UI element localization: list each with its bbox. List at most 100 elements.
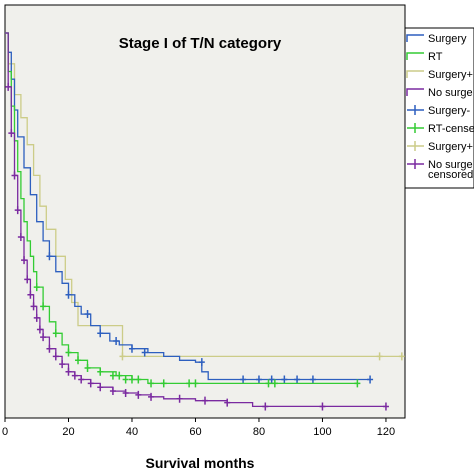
censor-mark-1-5 xyxy=(128,344,135,353)
x-tick-label-4: 80 xyxy=(253,426,265,438)
censor-mark-3-0 xyxy=(5,82,12,91)
censor-mark-3-23 xyxy=(148,392,155,401)
legend-label-0: Surgery xyxy=(428,33,467,45)
legend: Surgery RT Surgery+ No surge Surgery- RT-cens… xyxy=(404,27,474,189)
censor-mark-0-0 xyxy=(119,352,126,361)
legend-swatch-2 xyxy=(406,70,424,78)
censor-mark-2-10 xyxy=(128,375,135,384)
censor-mark-3-7 xyxy=(27,290,34,299)
x-tick-label-3: 60 xyxy=(189,426,201,438)
legend-box xyxy=(404,27,474,189)
censor-mark-3-21 xyxy=(122,388,129,397)
censor-mark-2-17 xyxy=(271,379,278,388)
censor-mark-1-4 xyxy=(113,337,120,345)
x-axis: 0 20 40 60 80 100 120 xyxy=(2,418,395,438)
legend-item-2: Surgery+ xyxy=(406,69,473,81)
censor-mark-1-8 xyxy=(240,375,247,384)
legend-label-7: No surge xyxy=(428,159,473,171)
legend-swatch-0 xyxy=(406,34,424,42)
series-line-1 xyxy=(5,32,371,381)
censor-mark-3-10 xyxy=(36,325,43,334)
censor-mark-3-14 xyxy=(59,360,66,369)
legend-label-4: Surgery- xyxy=(428,105,471,117)
censor-mark-3-18 xyxy=(87,379,94,388)
legend-label-5: RT-cense xyxy=(428,123,474,135)
censor-mark-1-1 xyxy=(65,290,72,299)
censor-mark-3-3 xyxy=(14,206,21,215)
legend-item-1: RT xyxy=(406,51,443,63)
chart-title: Stage I of T/N category xyxy=(119,35,282,52)
censor-mark-3-16 xyxy=(71,371,78,380)
censor-mark-3-24 xyxy=(176,394,183,403)
x-tick-label-6: 120 xyxy=(377,426,395,438)
legend-swatch-1 xyxy=(406,52,424,60)
censor-mark-3-25 xyxy=(202,396,208,405)
legend-swatch-7 xyxy=(407,159,424,169)
legend-swatch-4 xyxy=(407,105,424,115)
censor-mark-3-5 xyxy=(21,256,28,265)
x-tick-label-2: 40 xyxy=(126,426,138,438)
legend-label-6: Surgery+ xyxy=(428,141,473,153)
x-axis-label: Survival months xyxy=(146,455,255,471)
censor-mark-3-15 xyxy=(65,367,72,376)
censor-mark-1-11 xyxy=(281,375,288,384)
censor-mark-2-7 xyxy=(109,371,116,380)
censor-mark-2-11 xyxy=(135,375,142,384)
censor-mark-0-2 xyxy=(398,352,405,361)
censor-mark-3-6 xyxy=(24,275,31,284)
censor-mark-2-14 xyxy=(186,379,193,388)
censor-mark-1-9 xyxy=(255,375,262,384)
censor-mark-2-8 xyxy=(116,371,123,380)
censor-mark-3-22 xyxy=(135,390,142,399)
censor-mark-3-2 xyxy=(11,171,18,180)
censor-mark-3-29 xyxy=(382,402,389,411)
censor-mark-2-4 xyxy=(75,356,82,365)
x-tick-label-1: 20 xyxy=(62,426,74,438)
legend-label-2: Surgery+ xyxy=(428,69,473,81)
legend-item-6: Surgery+ xyxy=(407,141,473,153)
legend-label-3: No surge xyxy=(428,87,473,99)
censor-mark-2-15 xyxy=(192,379,199,388)
legend-swatch-3 xyxy=(406,88,424,96)
censor-mark-3-19 xyxy=(97,383,104,392)
censor-mark-3-20 xyxy=(109,387,116,396)
censor-mark-1-10 xyxy=(268,375,275,384)
censor-mark-2-16 xyxy=(265,379,272,388)
censor-mark-1-13 xyxy=(309,375,316,384)
censor-mark-2-3 xyxy=(65,348,72,357)
legend-item-4: Surgery- xyxy=(407,105,471,117)
censor-mark-3-13 xyxy=(52,352,59,361)
censor-mark-3-12 xyxy=(46,344,53,353)
series-line-0 xyxy=(5,32,402,358)
censor-mark-2-9 xyxy=(122,375,129,384)
censor-mark-1-2 xyxy=(84,310,91,319)
series-line-3 xyxy=(5,32,386,408)
censor-mark-1-0 xyxy=(46,252,53,261)
censor-mark-1-14 xyxy=(367,375,374,384)
censor-mark-2-5 xyxy=(84,363,91,372)
legend-swatch-5 xyxy=(407,123,424,133)
censor-mark-3-4 xyxy=(17,233,24,242)
legend-item-3: No surge xyxy=(406,87,473,99)
censor-mark-2-13 xyxy=(160,379,167,388)
censor-mark-2-18 xyxy=(354,379,361,388)
censor-mark-3-1 xyxy=(8,129,15,138)
censor-mark-1-12 xyxy=(294,375,301,384)
censor-mark-3-9 xyxy=(33,313,40,322)
censor-mark-2-1 xyxy=(40,302,47,311)
series-layer xyxy=(5,32,405,411)
censor-mark-3-17 xyxy=(78,375,85,384)
censor-mark-2-12 xyxy=(148,379,155,388)
censor-mark-3-28 xyxy=(319,402,326,411)
legend-swatch-6 xyxy=(407,141,424,151)
censor-mark-0-1 xyxy=(376,352,383,361)
plot-area xyxy=(4,4,406,419)
censor-mark-1-7 xyxy=(198,358,205,367)
censor-mark-3-27 xyxy=(262,402,269,411)
x-tick-label-0: 0 xyxy=(2,426,8,438)
censor-mark-3-8 xyxy=(30,302,37,311)
censor-mark-1-6 xyxy=(141,348,148,357)
censor-mark-2-2 xyxy=(52,329,59,338)
x-tick-label-5: 100 xyxy=(313,426,331,438)
